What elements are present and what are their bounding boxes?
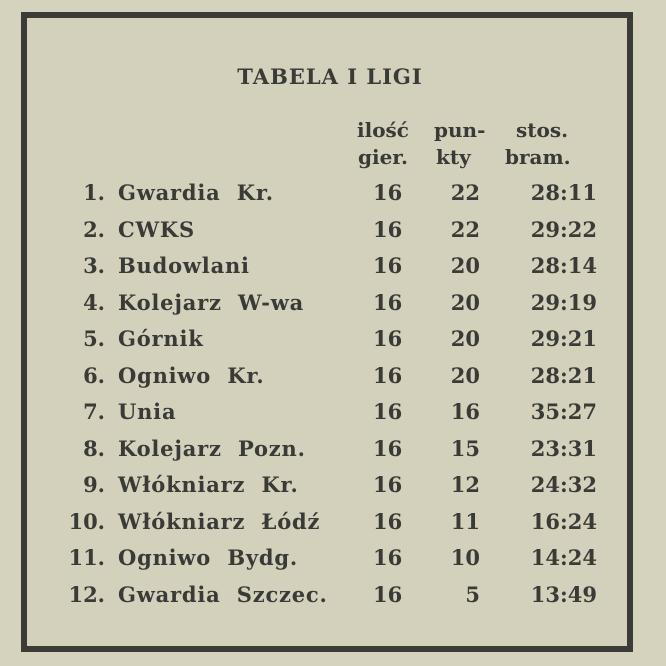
cell-pos: 7.	[83, 399, 105, 424]
cell-goals: 28:14	[530, 253, 597, 278]
cell-goals: 13:49	[530, 581, 597, 607]
cell-pos: 1.	[83, 180, 105, 205]
cell-goals: 28:21	[530, 362, 597, 388]
cell-team: Ogniwo Bydg.	[118, 545, 298, 570]
cell-team: Górnik	[118, 326, 204, 351]
cell-games: 16	[373, 362, 403, 388]
cell-team: CWKS	[118, 216, 195, 242]
cell-team: Gwardia Kr.	[118, 180, 274, 205]
cell-team: Unia	[118, 399, 177, 424]
cell-games: 16	[373, 326, 403, 351]
header-games-line1: ilość	[357, 118, 409, 142]
cell-pos: 8.	[83, 435, 105, 461]
header-goals-line2: bram.	[505, 145, 571, 169]
cell-pos: 11.	[68, 545, 105, 570]
table-row: 8. Kolejarz Pozn. 16 15 23:31	[0, 436, 666, 466]
cell-team: Budowlani	[118, 253, 250, 278]
table-row: 1. Gwardia Kr. 16 22 28:11	[0, 180, 666, 210]
header-points-line2: kty	[436, 145, 471, 169]
cell-pos: 2.	[83, 216, 105, 242]
cell-points: 22	[450, 180, 480, 205]
header-points-line1: pun-	[434, 118, 486, 142]
table-row: 10. Włókniarz Łódź 16 11 16:24	[0, 509, 666, 539]
cell-pos: 10.	[68, 508, 105, 534]
cell-team: Gwardia Szczec.	[118, 581, 328, 607]
cell-games: 16	[373, 581, 403, 607]
title-text: TABELA I LIGI	[237, 64, 423, 89]
cell-goals: 35:27	[530, 399, 597, 424]
cell-points: 11	[450, 508, 480, 534]
table-row: 9. Włókniarz Kr. 16 12 24:32	[0, 472, 666, 502]
cell-points: 20	[450, 362, 480, 388]
cell-points: 20	[450, 326, 480, 351]
cell-games: 16	[373, 472, 403, 497]
cell-team: Włókniarz Łódź	[118, 508, 321, 534]
cell-goals: 24:32	[530, 472, 597, 497]
cell-goals: 29:21	[530, 326, 597, 351]
cell-points: 5	[465, 581, 480, 607]
header-goals-line1: stos.	[516, 118, 569, 142]
cell-team: Ogniwo Kr.	[118, 362, 265, 388]
cell-goals: 29:19	[530, 289, 597, 315]
cell-games: 16	[373, 508, 403, 534]
cell-goals: 28:11	[530, 180, 597, 205]
cell-goals: 29:22	[530, 216, 597, 242]
cell-pos: 4.	[83, 289, 105, 315]
table-row: 3. Budowlani 16 20 28:14	[0, 253, 666, 283]
table-row: 12. Gwardia Szczec. 16 5 13:49	[0, 582, 666, 612]
cell-goals: 14:24	[530, 545, 597, 570]
table-row: 6. Ogniwo Kr. 16 20 28:21	[0, 363, 666, 393]
cell-games: 16	[373, 253, 403, 278]
cell-points: 16	[450, 399, 480, 424]
cell-points: 10	[450, 545, 480, 570]
cell-team: Włókniarz Kr.	[118, 472, 299, 497]
cell-games: 16	[373, 216, 403, 242]
cell-games: 16	[373, 289, 403, 315]
cell-goals: 16:24	[530, 508, 597, 534]
header-games-line2: gier.	[358, 145, 408, 169]
table-title: TABELA I LIGI	[0, 64, 666, 89]
cell-points: 20	[450, 289, 480, 315]
table-row: 4. Kolejarz W-wa 16 20 29:19	[0, 290, 666, 320]
cell-pos: 5.	[83, 326, 105, 351]
cell-goals: 23:31	[530, 435, 597, 461]
cell-games: 16	[373, 399, 403, 424]
cell-team: Kolejarz W-wa	[118, 289, 304, 315]
cell-games: 16	[373, 180, 403, 205]
cell-team: Kolejarz Pozn.	[118, 435, 306, 461]
cell-points: 12	[450, 472, 480, 497]
table-frame	[21, 12, 633, 652]
table-row: 2. CWKS 16 22 29:22	[0, 217, 666, 247]
cell-pos: 12.	[68, 581, 105, 607]
cell-points: 20	[450, 253, 480, 278]
table-row: 5. Górnik 16 20 29:21	[0, 326, 666, 356]
cell-pos: 9.	[83, 472, 105, 497]
cell-points: 15	[450, 435, 480, 461]
table-row: 7. Unia 16 16 35:27	[0, 399, 666, 429]
cell-pos: 6.	[83, 362, 105, 388]
cell-points: 22	[450, 216, 480, 242]
table-row: 11. Ogniwo Bydg. 16 10 14:24	[0, 545, 666, 575]
cell-games: 16	[373, 435, 403, 461]
cell-pos: 3.	[83, 253, 105, 278]
cell-games: 16	[373, 545, 403, 570]
